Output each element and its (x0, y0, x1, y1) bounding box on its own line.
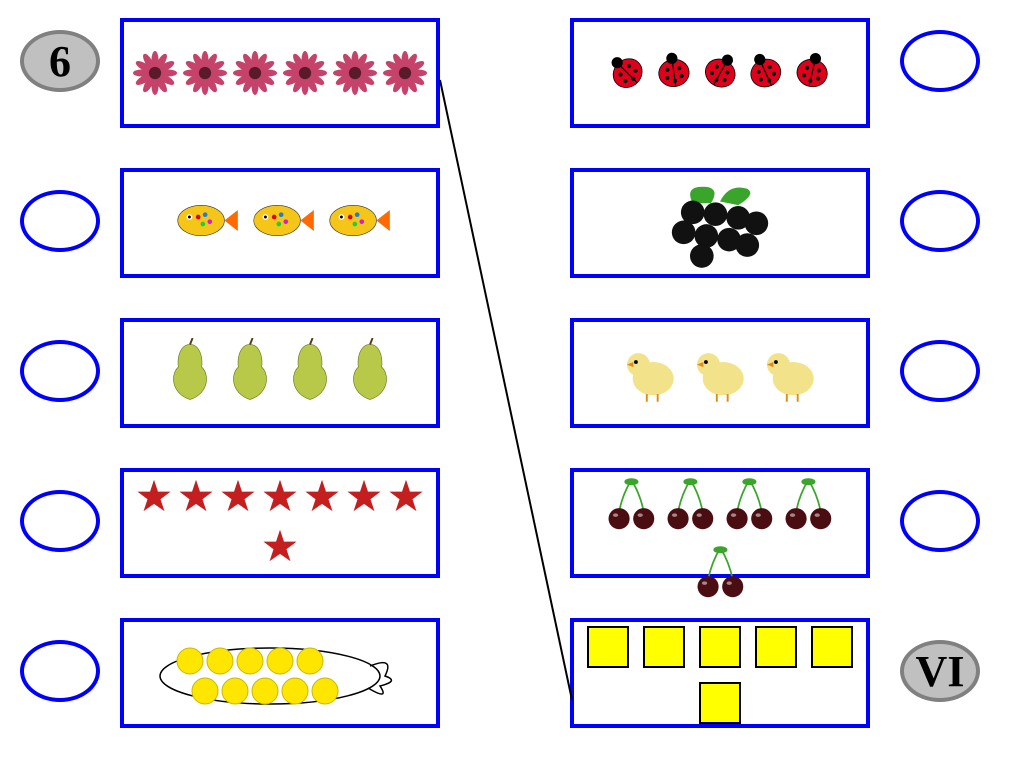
answer-bubble-right-2[interactable] (900, 340, 980, 402)
answer-bubble-right-1[interactable] (900, 190, 980, 252)
card-squares (570, 618, 870, 728)
answer-bubble-right-4[interactable]: VI (900, 640, 980, 702)
card-stars (120, 468, 440, 578)
card-cherries (570, 468, 870, 578)
answer-bubble-left-4[interactable] (20, 640, 100, 702)
card-chicks (570, 318, 870, 428)
card-beads (120, 618, 440, 728)
bubble-text: 6 (49, 36, 71, 87)
answer-bubble-left-0[interactable]: 6 (20, 30, 100, 92)
answer-bubble-right-0[interactable] (900, 30, 980, 92)
card-ladybugs (570, 18, 870, 128)
answer-bubble-right-3[interactable] (900, 490, 980, 552)
card-flowers (120, 18, 440, 128)
bubble-text: VI (916, 646, 965, 697)
answer-bubble-left-1[interactable] (20, 190, 100, 252)
card-pears (120, 318, 440, 428)
answer-bubble-left-3[interactable] (20, 490, 100, 552)
card-fish (120, 168, 440, 278)
card-berries (570, 168, 870, 278)
answer-bubble-left-2[interactable] (20, 340, 100, 402)
